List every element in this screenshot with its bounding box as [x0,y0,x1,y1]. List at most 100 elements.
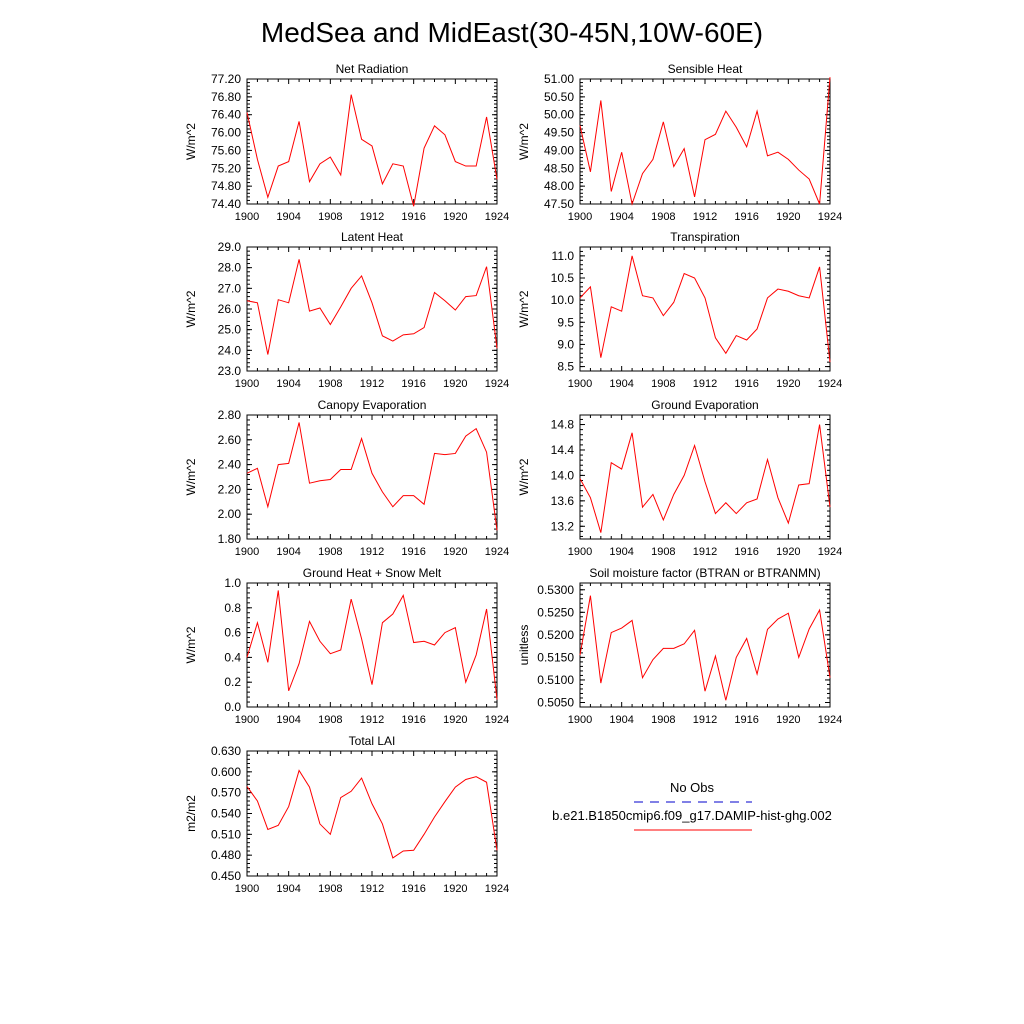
y-tick-label: 48.00 [544,179,574,193]
y-axis-label: m2/m2 [184,795,198,832]
x-tick-label: 1912 [360,546,384,558]
panel-title: Net Radiation [336,62,409,76]
x-tick-label: 1924 [485,211,509,223]
x-tick-label: 1916 [734,714,758,726]
y-tick-label: 0.6 [224,626,241,640]
y-tick-label: 0.4 [224,650,241,664]
legend-model-label: b.e21.B1850cmip6.f09_g17.DAMIP-hist-ghg.… [552,808,832,823]
y-tick-label: 0.5250 [537,605,574,619]
x-tick-label: 1916 [401,714,425,726]
y-axis-label: W/m^2 [517,290,531,327]
series-line [246,590,498,700]
x-tick-label: 1908 [318,211,342,223]
y-tick-label: 74.80 [211,179,241,193]
series-line [246,422,498,531]
chart-panel: Sensible Heat W/m^2 1900 1904 1908 1912 1916 19… [517,62,842,223]
y-tick-label: 50.50 [544,90,574,104]
x-tick-label: 1916 [401,378,425,390]
x-tick-label: 1924 [818,714,842,726]
figure-title: MedSea and MidEast(30-45N,10W-60E) [261,17,763,48]
x-tick-label: 1924 [485,378,509,390]
x-tick-label: 1904 [609,378,633,390]
y-tick-label: 0.5050 [537,695,574,709]
x-tick-label: 1912 [360,378,384,390]
x-tick-label: 1900 [235,883,259,895]
y-tick-label: 14.8 [551,418,575,432]
x-tick-label: 1924 [818,211,842,223]
y-tick-label: 74.40 [211,197,241,211]
y-axis-label: W/m^2 [184,123,198,160]
x-tick-label: 1912 [360,883,384,895]
y-tick-label: 2.20 [218,482,242,496]
legend-obs-label: No Obs [670,780,715,795]
y-tick-label: 24.0 [218,343,242,357]
y-tick-label: 77.20 [211,72,241,86]
y-tick-label: 0.450 [211,869,241,883]
chart-panel: Net Radiation W/m^2 1900 1904 1908 1912 1916 19… [184,62,509,223]
x-tick-label: 1912 [360,714,384,726]
y-tick-label: 29.0 [218,240,242,254]
y-tick-label: 14.0 [551,468,575,482]
series-line [246,769,498,859]
x-tick-label: 1912 [693,211,717,223]
x-tick-label: 1920 [776,714,800,726]
x-tick-label: 1904 [609,546,633,558]
x-tick-label: 1908 [318,714,342,726]
x-tick-label: 1900 [568,211,592,223]
y-tick-label: 8.5 [557,360,574,374]
y-tick-label: 23.0 [218,364,242,378]
panel-title: Total LAI [349,734,396,748]
chart-panel: Total LAI m2/m2 1900 1904 1908 1912 1916 1920 19… [184,734,509,895]
y-tick-label: 49.00 [544,143,574,157]
x-tick-label: 1912 [693,546,717,558]
y-tick-label: 26.0 [218,302,242,316]
x-tick-label: 1916 [401,211,425,223]
y-tick-label: 13.2 [551,519,575,533]
y-tick-label: 9.5 [557,315,574,329]
y-tick-label: 47.50 [544,197,574,211]
chart-panel: Transpiration W/m^2 1900 1904 1908 1912 1916 19… [517,230,842,390]
y-tick-label: 0.600 [211,765,241,779]
panels: Net Radiation W/m^2 1900 1904 1908 1912 1916 19… [184,62,842,895]
panel-title: Latent Heat [341,230,404,244]
y-tick-label: 25.0 [218,323,242,337]
chart-panel: Soil moisture factor (BTRAN or BTRANMN) u… [517,566,842,726]
panel-title: Ground Evaporation [651,398,758,412]
x-tick-label: 1924 [818,546,842,558]
x-tick-label: 1920 [443,714,467,726]
y-tick-label: 14.4 [551,443,575,457]
x-tick-label: 1900 [235,378,259,390]
y-axis-label: W/m^2 [184,458,198,495]
plot-frame [246,78,498,205]
x-tick-label: 1912 [360,211,384,223]
y-tick-label: 11.0 [552,249,575,263]
x-tick-label: 1920 [443,211,467,223]
x-tick-label: 1904 [276,546,300,558]
y-tick-label: 48.50 [544,161,574,175]
y-tick-label: 0.540 [211,807,241,821]
x-tick-label: 1920 [776,211,800,223]
y-tick-label: 2.60 [218,433,242,447]
x-tick-label: 1904 [276,883,300,895]
panel-title: Ground Heat + Snow Melt [303,566,442,580]
chart-panel: Ground Heat + Snow Melt W/m^2 1900 1904 1908… [184,566,509,726]
y-tick-label: 0.630 [211,744,241,758]
y-tick-label: 0.0 [224,700,241,714]
x-tick-label: 1916 [734,378,758,390]
x-tick-label: 1900 [568,378,592,390]
y-tick-label: 75.20 [211,161,241,175]
x-tick-label: 1900 [568,714,592,726]
y-tick-label: 0.510 [211,827,241,841]
x-tick-label: 1912 [693,714,717,726]
panel-title: Canopy Evaporation [318,398,427,412]
y-tick-label: 28.0 [218,261,242,275]
series-line [579,255,831,363]
y-tick-label: 51.00 [544,72,574,86]
y-tick-label: 2.80 [218,408,242,422]
x-tick-label: 1924 [485,883,509,895]
y-axis-label: W/m^2 [184,626,198,663]
y-tick-label: 10.0 [551,293,575,307]
x-tick-label: 1920 [443,546,467,558]
plot-frame [246,414,498,540]
